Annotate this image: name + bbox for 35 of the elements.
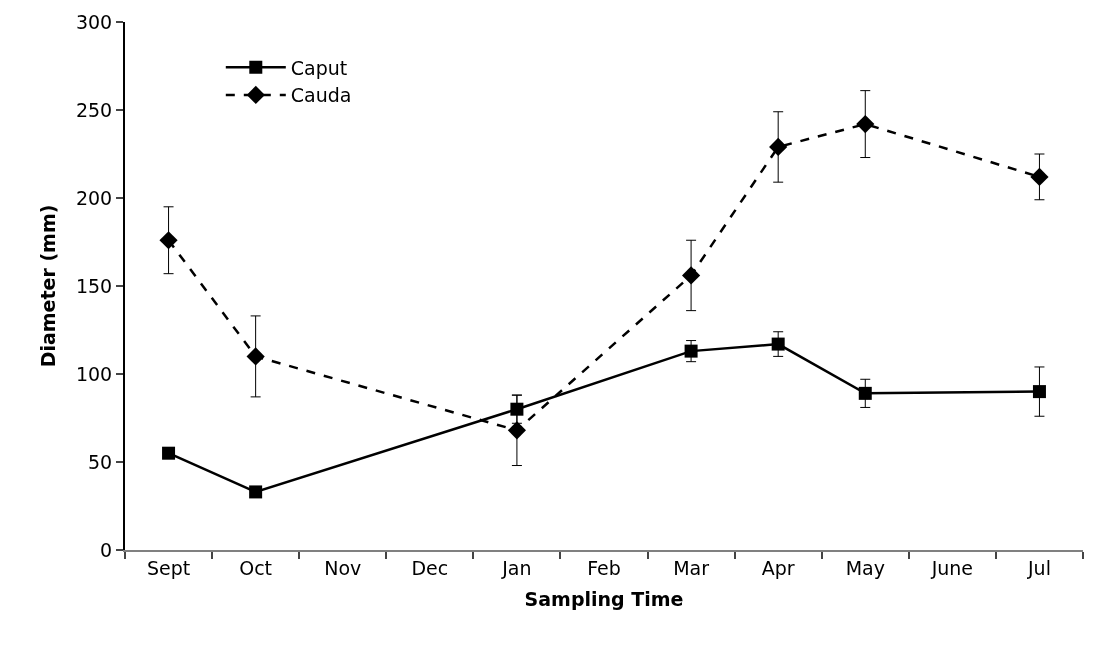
legend-label: Caput	[290, 56, 348, 79]
x-tick-label: Nov	[324, 556, 362, 579]
x-tick-label: Apr	[761, 556, 795, 579]
y-tick-label: 150	[75, 274, 113, 297]
x-tick-label: Jan	[501, 556, 532, 579]
x-tick-label: Dec	[411, 556, 449, 579]
x-tick-label: Jul	[1026, 556, 1051, 579]
point	[856, 114, 875, 134]
y-tick-label: 250	[75, 98, 113, 121]
x-tick-label: Oct	[239, 556, 273, 579]
x-tick-label: May	[845, 556, 885, 579]
y-tick-label: 0	[100, 538, 113, 561]
point	[684, 344, 698, 358]
point	[507, 421, 527, 440]
point	[771, 337, 785, 351]
legend-label: Cauda	[290, 84, 352, 107]
point	[1030, 167, 1049, 186]
point	[162, 446, 176, 460]
y-axis-title: Diameter (mm)	[37, 204, 60, 368]
x-tick-label: June	[930, 556, 974, 579]
point	[159, 231, 178, 250]
x-axis-title: Sampling Time	[524, 588, 684, 611]
point	[858, 386, 872, 400]
point	[681, 266, 701, 285]
point	[246, 347, 265, 366]
point	[249, 485, 263, 499]
point	[769, 137, 788, 157]
x-tick-label: Mar	[673, 556, 710, 579]
y-tick-label: 300	[75, 10, 113, 33]
y-tick-label: 200	[75, 186, 113, 209]
y-tick-label: 100	[75, 362, 113, 385]
x-tick-label: Sept	[146, 556, 191, 579]
y-tick-label: 50	[88, 450, 113, 473]
point	[1032, 385, 1046, 399]
x-tick-label: Feb	[587, 556, 621, 579]
